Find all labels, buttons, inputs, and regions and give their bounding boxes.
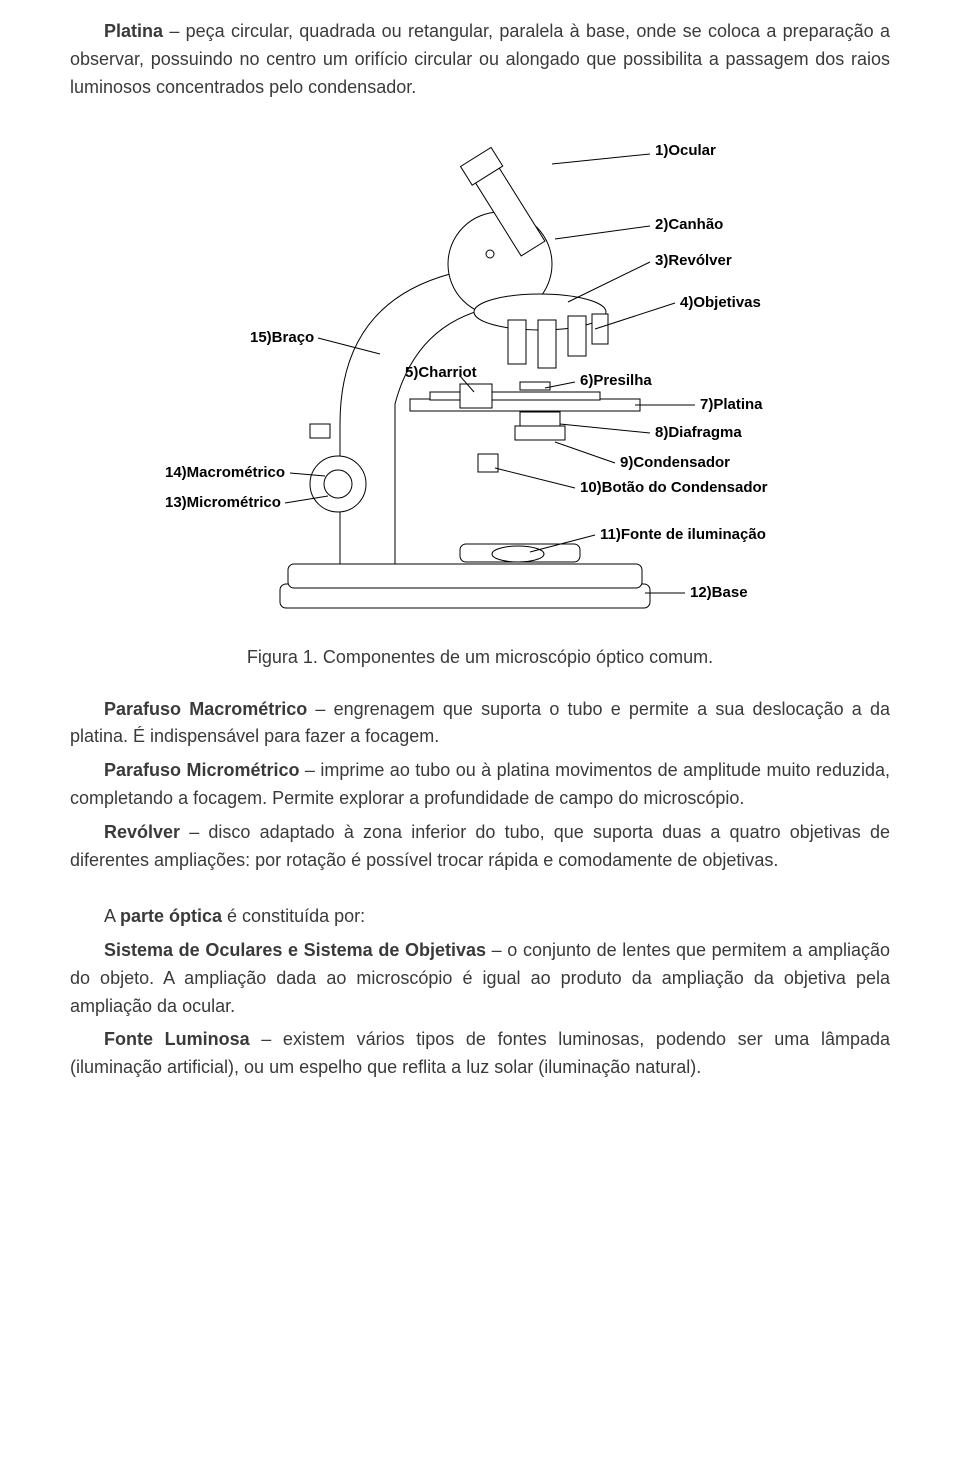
label-macrometrico: 14)Macrométrico	[165, 464, 285, 481]
term-macro: Parafuso Macrométrico	[104, 699, 307, 719]
label-diafragma: 8)Diafragma	[655, 424, 742, 441]
parte-prefix: A	[104, 906, 120, 926]
figure-microscope: 1)Ocular 2)Canhão 3)Revólver 4)Objetivas…	[160, 124, 800, 634]
term-fonte: Fonte Luminosa	[104, 1029, 250, 1049]
label-botao: 10)Botão do Condensador	[580, 479, 768, 496]
body-revolver: – disco adaptado à zona inferior do tubo…	[70, 822, 890, 870]
term-parte: parte óptica	[120, 906, 222, 926]
term-revolver: Revólver	[104, 822, 180, 842]
microscope-svg	[160, 124, 800, 634]
term-platina: Platina	[104, 21, 163, 41]
term-micro: Parafuso Micrométrico	[104, 760, 300, 780]
paragraph-sistema: Sistema de Oculares e Sistema de Objetiv…	[70, 937, 890, 1021]
label-braco: 15)Braço	[250, 329, 314, 346]
label-revolver: 3)Revólver	[655, 252, 732, 269]
label-platina: 7)Platina	[700, 396, 763, 413]
term-sistema: Sistema de Oculares e Sistema de Objetiv…	[104, 940, 486, 960]
body-parte: é constituída por:	[222, 906, 365, 926]
paragraph-micro: Parafuso Micrométrico – imprime ao tubo …	[70, 757, 890, 813]
paragraph-revolver: Revólver – disco adaptado à zona inferio…	[70, 819, 890, 875]
label-charriot: 5)Charriot	[405, 364, 477, 381]
label-canhao: 2)Canhão	[655, 216, 723, 233]
paragraph-parte: A parte óptica é constituída por:	[70, 903, 890, 931]
label-objetivas: 4)Objetivas	[680, 294, 761, 311]
page: Platina – peça circular, quadrada ou ret…	[0, 0, 960, 1459]
label-micrometrico: 13)Micrométrico	[165, 494, 281, 511]
label-presilha: 6)Presilha	[580, 372, 652, 389]
paragraph-fonte: Fonte Luminosa – existem vários tipos de…	[70, 1026, 890, 1082]
label-ocular: 1)Ocular	[655, 142, 716, 159]
body-platina: – peça circular, quadrada ou retangular,…	[70, 21, 890, 97]
label-base: 12)Base	[690, 584, 748, 601]
figure-caption: Figura 1. Componentes de um microscópio …	[70, 644, 890, 672]
label-fonte: 11)Fonte de iluminação	[600, 526, 766, 543]
paragraph-macro: Parafuso Macrométrico – engrenagem que s…	[70, 696, 890, 752]
paragraph-platina: Platina – peça circular, quadrada ou ret…	[70, 18, 890, 102]
label-condensador: 9)Condensador	[620, 454, 730, 471]
